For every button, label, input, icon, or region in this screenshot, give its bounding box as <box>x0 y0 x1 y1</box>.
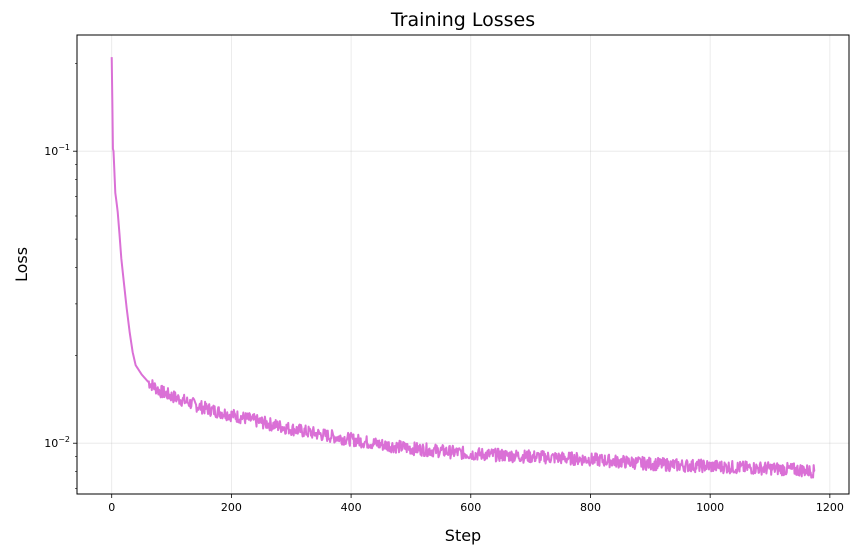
x-axis: 0 200 400 600 800 1000 1200 <box>108 494 844 514</box>
x-axis-label: Step <box>445 526 481 545</box>
series-layer <box>110 57 816 479</box>
x-tick-label: 400 <box>341 501 362 514</box>
y-tick-label: 10−1 <box>44 143 70 158</box>
x-tick-label: 1200 <box>816 501 844 514</box>
x-tick-label: 200 <box>221 501 242 514</box>
x-tick-label: 1000 <box>696 501 724 514</box>
x-tick-label: 600 <box>460 501 481 514</box>
x-tick-label: 0 <box>108 501 115 514</box>
plot-frame <box>76 34 850 495</box>
chart-title: Training Losses <box>390 9 535 31</box>
loss-series-line <box>110 57 816 479</box>
grid <box>77 35 849 494</box>
y-axis-label: Loss <box>12 247 31 282</box>
y-tick-label: 10−2 <box>44 435 70 450</box>
x-tick-label: 800 <box>580 501 601 514</box>
y-axis: 10−1 10−2 <box>44 62 77 489</box>
